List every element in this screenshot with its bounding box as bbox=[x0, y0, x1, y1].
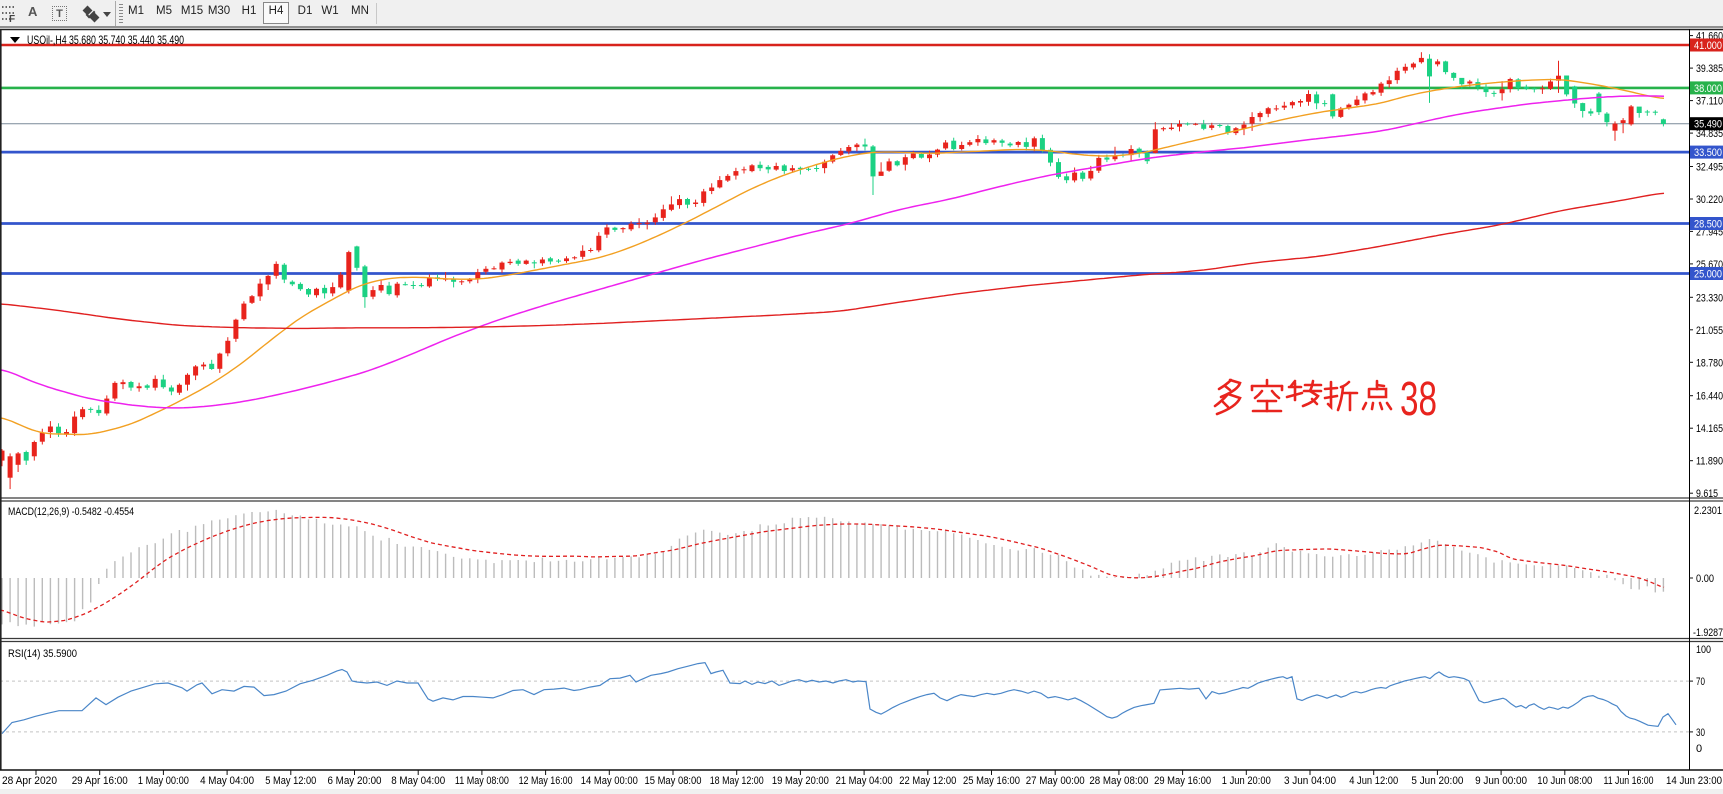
svg-text:0.00: 0.00 bbox=[1696, 573, 1714, 585]
svg-text:18.780: 18.780 bbox=[1696, 357, 1723, 369]
svg-text:38.000: 38.000 bbox=[1694, 83, 1722, 95]
svg-text:35.490: 35.490 bbox=[1694, 119, 1722, 131]
svg-text:9 Jun 00:00: 9 Jun 00:00 bbox=[1475, 775, 1527, 787]
svg-text:11 May 08:00: 11 May 08:00 bbox=[455, 775, 509, 787]
svg-text:28 Apr 2020: 28 Apr 2020 bbox=[2, 775, 57, 787]
svg-text:25.000: 25.000 bbox=[1694, 269, 1722, 281]
svg-text:8 May 04:00: 8 May 04:00 bbox=[391, 775, 445, 787]
svg-text:23.330: 23.330 bbox=[1696, 292, 1723, 304]
svg-text:30.220: 30.220 bbox=[1696, 194, 1723, 206]
svg-text:18 May 12:00: 18 May 12:00 bbox=[710, 775, 764, 787]
svg-text:5 May 12:00: 5 May 12:00 bbox=[265, 775, 316, 787]
svg-text:21.055: 21.055 bbox=[1696, 325, 1723, 337]
svg-text:33.500: 33.500 bbox=[1694, 147, 1722, 159]
svg-text:14 Jun 23:00: 14 Jun 23:00 bbox=[1666, 775, 1722, 787]
svg-text:RSI(14) 35.5900: RSI(14) 35.5900 bbox=[8, 648, 77, 660]
svg-text:12 May 16:00: 12 May 16:00 bbox=[519, 775, 573, 787]
svg-text:28.500: 28.500 bbox=[1694, 219, 1722, 231]
svg-text:6 May 20:00: 6 May 20:00 bbox=[328, 775, 382, 787]
svg-text:32.495: 32.495 bbox=[1696, 162, 1723, 174]
svg-text:28 May 08:00: 28 May 08:00 bbox=[1089, 775, 1148, 787]
svg-text:10 Jun 08:00: 10 Jun 08:00 bbox=[1537, 775, 1592, 787]
svg-text:4 May 04:00: 4 May 04:00 bbox=[200, 775, 254, 787]
svg-text:34.835: 34.835 bbox=[1696, 128, 1723, 140]
svg-text:22 May 12:00: 22 May 12:00 bbox=[899, 775, 956, 787]
svg-text:27 May 00:00: 27 May 00:00 bbox=[1026, 775, 1085, 787]
svg-text:3 Jun 04:00: 3 Jun 04:00 bbox=[1284, 775, 1336, 787]
svg-text:37.110: 37.110 bbox=[1696, 96, 1723, 108]
svg-text:39.385: 39.385 bbox=[1696, 63, 1723, 75]
svg-text:100: 100 bbox=[1696, 644, 1711, 656]
svg-text:1 May 00:00: 1 May 00:00 bbox=[138, 775, 189, 787]
svg-text:14 May 00:00: 14 May 00:00 bbox=[581, 775, 638, 787]
svg-text:0: 0 bbox=[1696, 743, 1702, 755]
svg-text:25 May 16:00: 25 May 16:00 bbox=[963, 775, 1020, 787]
svg-text:38: 38 bbox=[1400, 373, 1437, 426]
svg-text:14.165: 14.165 bbox=[1696, 423, 1723, 435]
svg-text:USOil-,H4 35.680 35.740 35.44: USOil-,H4 35.680 35.740 35.440 35.490 bbox=[27, 33, 184, 47]
svg-text:9.615: 9.615 bbox=[1696, 488, 1718, 500]
svg-text:5 Jun 20:00: 5 Jun 20:00 bbox=[1411, 775, 1463, 787]
svg-text:15 May 08:00: 15 May 08:00 bbox=[645, 775, 702, 787]
svg-text:2.2301: 2.2301 bbox=[1694, 505, 1722, 517]
svg-text:11 Jun 16:00: 11 Jun 16:00 bbox=[1604, 775, 1654, 787]
svg-text:16.440: 16.440 bbox=[1696, 391, 1723, 403]
svg-text:1 Jun 20:00: 1 Jun 20:00 bbox=[1222, 775, 1271, 787]
svg-text:70: 70 bbox=[1696, 676, 1705, 688]
svg-text:21 May 04:00: 21 May 04:00 bbox=[836, 775, 893, 787]
svg-text:41.000: 41.000 bbox=[1694, 40, 1722, 52]
svg-text:4 Jun 12:00: 4 Jun 12:00 bbox=[1349, 775, 1398, 787]
svg-text:19 May 20:00: 19 May 20:00 bbox=[772, 775, 829, 787]
svg-text:29 May 16:00: 29 May 16:00 bbox=[1154, 775, 1211, 787]
svg-text:11.890: 11.890 bbox=[1696, 456, 1723, 468]
svg-text:29 Apr 16:00: 29 Apr 16:00 bbox=[72, 775, 128, 787]
svg-text:-1.9287: -1.9287 bbox=[1693, 627, 1723, 639]
svg-text:30: 30 bbox=[1696, 727, 1705, 739]
svg-text:MACD(12,26,9) -0.5482 -0.4554: MACD(12,26,9) -0.5482 -0.4554 bbox=[8, 506, 134, 518]
